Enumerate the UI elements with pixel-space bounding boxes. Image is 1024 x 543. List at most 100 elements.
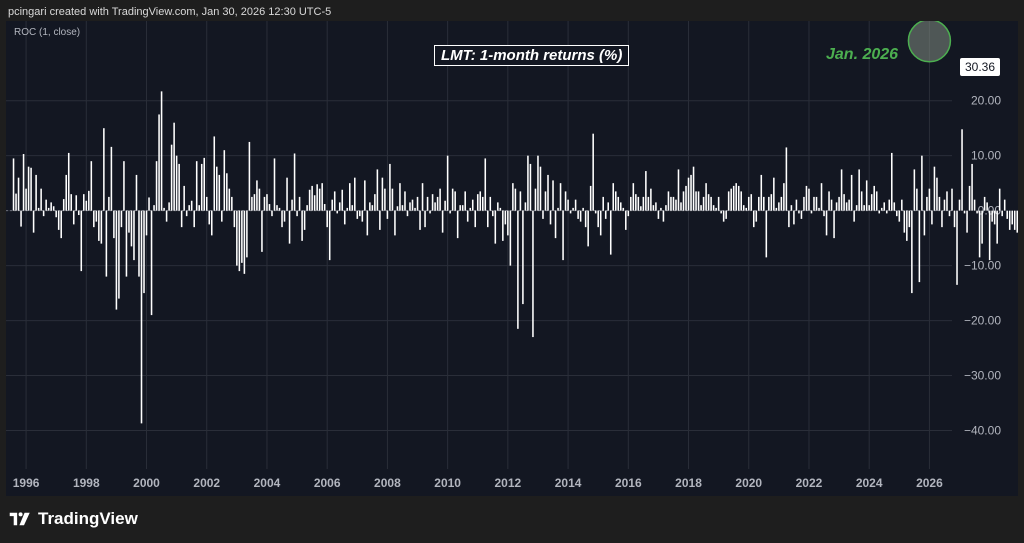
roc-bar <box>640 206 642 211</box>
roc-bar <box>52 206 55 211</box>
roc-bar <box>642 196 645 211</box>
roc-bar <box>853 210 855 222</box>
x-tick-label: 2010 <box>434 476 461 490</box>
roc-bar <box>228 188 231 211</box>
roc-bar <box>512 183 514 211</box>
roc-bar <box>273 158 276 211</box>
roc-bar <box>456 210 459 239</box>
roc-bar <box>835 202 838 211</box>
roc-bar <box>338 202 341 211</box>
roc-bar <box>898 210 901 222</box>
roc-bar <box>200 163 203 211</box>
roc-bar <box>604 210 607 219</box>
roc-bar <box>725 210 727 219</box>
roc-bar <box>286 177 288 211</box>
roc-bar <box>998 188 1001 211</box>
roc-bar <box>845 202 848 211</box>
roc-bar <box>795 199 798 211</box>
roc-bar <box>348 183 351 211</box>
roc-bar <box>880 207 883 211</box>
y-tick-label: −40.00 <box>964 424 1001 438</box>
roc-bar <box>928 188 931 211</box>
roc-bar <box>261 210 263 252</box>
roc-bar <box>12 158 15 211</box>
x-tick-label: 2016 <box>615 476 642 490</box>
roc-bar <box>178 163 180 211</box>
roc-bar <box>429 210 431 214</box>
roc-bar <box>690 174 692 211</box>
roc-bar <box>544 191 547 211</box>
roc-bar <box>213 136 216 211</box>
roc-bar <box>243 210 246 274</box>
roc-bar <box>173 122 175 211</box>
roc-bar <box>569 210 572 214</box>
roc-bar <box>441 210 444 233</box>
roc-bar <box>426 196 429 211</box>
x-tick-label: 2008 <box>374 476 401 490</box>
roc-bar <box>522 210 524 305</box>
roc-bar <box>361 210 364 222</box>
roc-bar <box>175 155 178 211</box>
roc-bar <box>798 210 800 214</box>
roc-bar <box>404 191 406 211</box>
roc-bar <box>140 210 143 424</box>
roc-bar <box>946 191 948 211</box>
roc-bar <box>825 210 828 236</box>
roc-bar <box>993 210 996 225</box>
roc-bar <box>494 210 497 244</box>
roc-bar <box>268 204 271 211</box>
roc-bar <box>384 188 386 211</box>
roc-bar <box>768 196 770 211</box>
roc-bar <box>128 210 130 233</box>
roc-bar <box>369 202 371 211</box>
roc-bar <box>502 210 504 241</box>
roc-bar <box>40 188 42 211</box>
roc-bar <box>941 210 943 228</box>
roc-bar <box>785 147 788 211</box>
roc-bar <box>675 199 677 211</box>
roc-bar <box>507 210 509 236</box>
roc-bar <box>582 207 584 211</box>
roc-bar <box>130 210 133 247</box>
x-tick-label: 2014 <box>555 476 582 490</box>
x-tick-label: 2022 <box>796 476 823 490</box>
roc-bar <box>231 196 233 211</box>
roc-bar <box>742 205 745 211</box>
roc-bar <box>15 193 17 211</box>
roc-bar <box>85 200 88 211</box>
roc-bar <box>848 199 850 211</box>
roc-bar <box>931 210 933 225</box>
roc-bar <box>652 205 655 211</box>
roc-bar <box>630 196 632 211</box>
roc-bar <box>752 210 755 228</box>
roc-bar <box>577 210 579 219</box>
roc-bar <box>436 196 439 211</box>
roc-bar <box>1016 210 1018 233</box>
roc-bar <box>622 207 625 211</box>
roc-bar <box>328 210 331 261</box>
roc-bar <box>80 210 83 272</box>
roc-bar <box>198 205 200 211</box>
roc-bar <box>105 210 108 277</box>
x-tick-label: 2026 <box>916 476 943 490</box>
roc-bar <box>484 158 487 211</box>
roc-bar <box>321 183 323 211</box>
roc-bar <box>549 210 552 225</box>
roc-bar <box>978 210 981 258</box>
roc-bar <box>883 202 886 211</box>
roc-bar <box>906 210 908 241</box>
x-tick-label: 2006 <box>314 476 341 490</box>
roc-bar <box>291 199 293 211</box>
roc-bar <box>527 155 529 211</box>
roc-bar <box>446 155 449 211</box>
roc-bar <box>471 199 474 211</box>
y-tick-label: −20.00 <box>964 314 1001 328</box>
roc-bar <box>727 191 730 211</box>
roc-bar <box>732 185 735 211</box>
roc-bar <box>770 194 773 211</box>
roc-bar <box>479 191 482 211</box>
roc-bar <box>218 174 221 211</box>
roc-bar <box>1008 210 1011 230</box>
roc-bar <box>22 154 25 211</box>
roc-bar <box>1013 210 1016 230</box>
